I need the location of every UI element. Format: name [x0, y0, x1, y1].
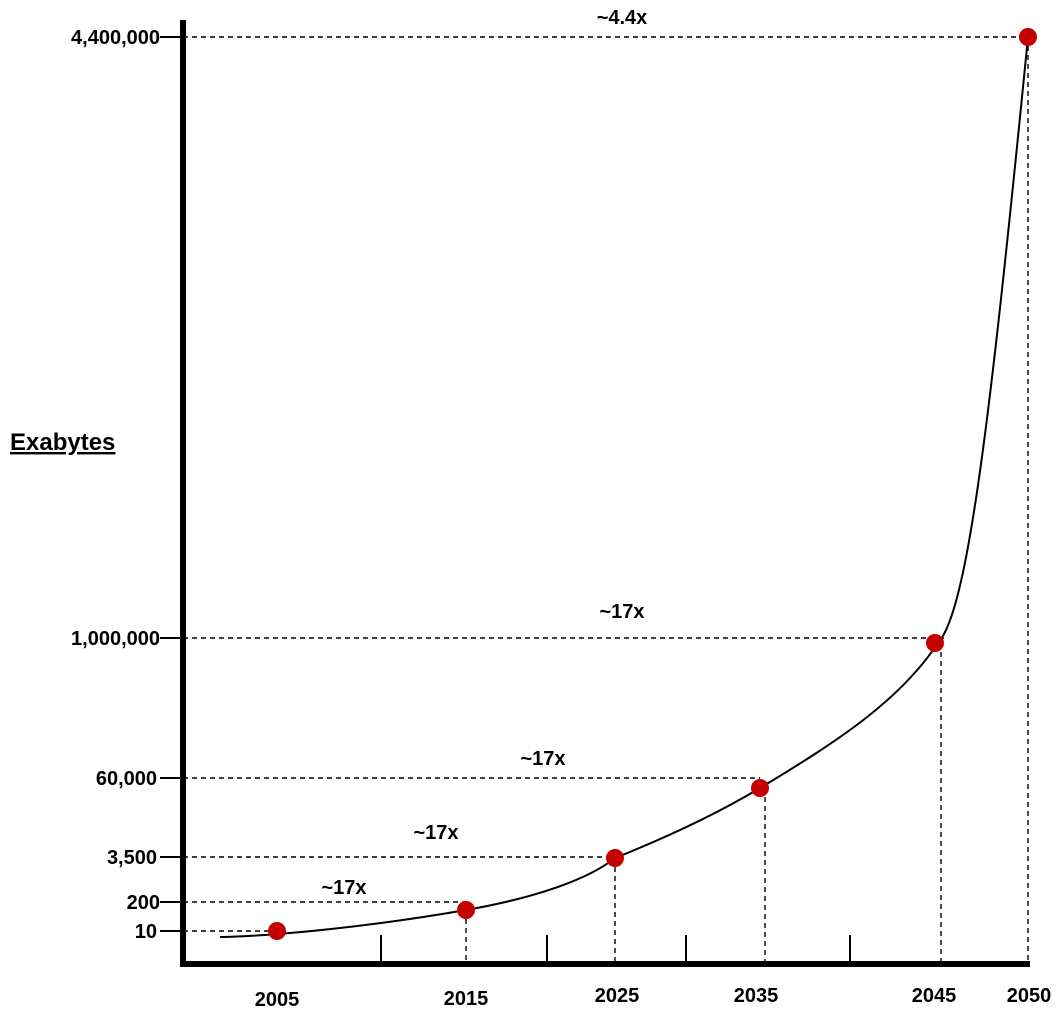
x-tick-label-2015: 2015	[444, 988, 489, 1010]
y-axis-title: Exabytes	[10, 429, 115, 456]
y-tick-label-60000: 60,000	[96, 768, 157, 790]
x-tick-label-2050: 2050	[1007, 985, 1052, 1007]
point-2035	[751, 779, 769, 797]
annotation-17x-1: ~17x	[321, 877, 366, 899]
point-2015	[457, 901, 475, 919]
point-2025	[606, 849, 624, 867]
x-tick-label-2005: 2005	[255, 989, 300, 1010]
point-2005	[268, 922, 286, 940]
y-tick-label-10: 10	[135, 921, 157, 943]
y-tick-label-3500: 3,500	[107, 847, 157, 869]
y-tick-label-4400000: 4,400,000	[71, 27, 160, 49]
y-tick-label-1000000: 1,000,000	[71, 628, 160, 650]
x-tick-label-2045: 2045	[912, 985, 957, 1007]
annotation-4-4x: ~4.4x	[597, 7, 648, 29]
growth-curve	[219, 36, 1029, 938]
point-2045	[926, 634, 944, 652]
point-2050	[1019, 28, 1037, 46]
annotation-17x-3: ~17x	[520, 748, 565, 770]
annotation-17x-4: ~17x	[599, 601, 644, 623]
annotation-17x-2: ~17x	[413, 822, 458, 844]
y-tick-label-200: 200	[127, 892, 160, 914]
x-tick-label-2035: 2035	[734, 985, 779, 1007]
x-tick-label-2025: 2025	[595, 985, 640, 1007]
